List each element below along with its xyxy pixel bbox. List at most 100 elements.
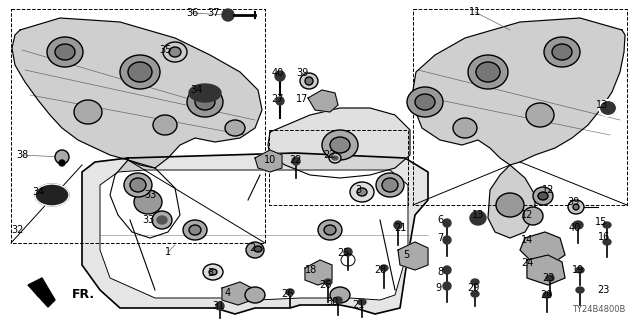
Polygon shape (520, 232, 565, 265)
Ellipse shape (538, 192, 548, 200)
Polygon shape (255, 150, 282, 172)
Ellipse shape (47, 37, 83, 67)
Ellipse shape (130, 178, 146, 192)
Ellipse shape (543, 292, 551, 298)
Ellipse shape (254, 246, 262, 252)
Text: 19: 19 (572, 265, 584, 275)
Text: 38: 38 (16, 150, 28, 160)
Polygon shape (110, 160, 180, 238)
Ellipse shape (471, 291, 479, 297)
Text: 37: 37 (207, 8, 219, 18)
Text: 8: 8 (437, 267, 443, 277)
Ellipse shape (276, 97, 284, 105)
Text: 10: 10 (264, 155, 276, 165)
Text: 12: 12 (521, 210, 533, 220)
Ellipse shape (573, 221, 583, 229)
Ellipse shape (358, 299, 366, 305)
Polygon shape (28, 278, 55, 307)
Text: 40: 40 (569, 223, 581, 233)
Text: 22: 22 (324, 150, 336, 160)
Ellipse shape (305, 77, 313, 85)
Ellipse shape (526, 103, 554, 127)
Ellipse shape (203, 264, 223, 280)
Text: 21: 21 (394, 223, 406, 233)
Ellipse shape (74, 100, 102, 124)
Polygon shape (398, 242, 428, 270)
Ellipse shape (350, 182, 374, 202)
Text: 33: 33 (142, 215, 154, 225)
Ellipse shape (334, 297, 342, 303)
Ellipse shape (576, 287, 584, 293)
Ellipse shape (407, 87, 443, 117)
Ellipse shape (357, 188, 367, 196)
Ellipse shape (344, 248, 352, 256)
Ellipse shape (376, 173, 404, 197)
Ellipse shape (603, 222, 611, 228)
Text: 15: 15 (595, 217, 607, 227)
Text: 34: 34 (32, 187, 44, 197)
Text: 9: 9 (435, 283, 441, 293)
Ellipse shape (318, 220, 342, 240)
Text: 5: 5 (403, 250, 409, 260)
Ellipse shape (443, 266, 451, 274)
Ellipse shape (152, 211, 172, 229)
Polygon shape (100, 170, 408, 300)
Ellipse shape (468, 55, 508, 89)
Polygon shape (308, 90, 338, 112)
Text: TY24B4800B: TY24B4800B (572, 305, 625, 314)
Ellipse shape (59, 160, 65, 166)
Ellipse shape (55, 150, 69, 164)
Text: 12: 12 (542, 185, 554, 195)
Ellipse shape (324, 225, 336, 235)
Polygon shape (488, 165, 535, 238)
Ellipse shape (523, 207, 543, 225)
Ellipse shape (292, 157, 300, 165)
Text: 40: 40 (272, 68, 284, 78)
Text: 36: 36 (186, 8, 198, 18)
Text: 32: 32 (12, 225, 24, 235)
Text: 22: 22 (289, 155, 301, 165)
Text: 25: 25 (337, 248, 349, 258)
Ellipse shape (187, 87, 223, 117)
Ellipse shape (286, 289, 294, 295)
Ellipse shape (330, 287, 350, 303)
Polygon shape (268, 108, 410, 178)
Text: 13: 13 (472, 210, 484, 220)
Text: 30: 30 (326, 297, 338, 307)
Ellipse shape (573, 204, 579, 210)
Text: FR.: FR. (72, 289, 95, 301)
Text: 26: 26 (281, 289, 293, 299)
Ellipse shape (189, 225, 201, 235)
Ellipse shape (380, 265, 388, 271)
Text: 39: 39 (296, 68, 308, 78)
Ellipse shape (453, 118, 477, 138)
Text: 39: 39 (567, 197, 579, 207)
Ellipse shape (576, 267, 584, 273)
Ellipse shape (275, 71, 285, 81)
Ellipse shape (330, 137, 350, 153)
Text: 31: 31 (212, 301, 224, 311)
Ellipse shape (382, 178, 398, 192)
Text: 34: 34 (190, 85, 202, 95)
Ellipse shape (394, 221, 402, 229)
Ellipse shape (55, 44, 75, 60)
Text: 24: 24 (521, 258, 533, 268)
Ellipse shape (603, 239, 611, 245)
Text: 14: 14 (521, 235, 533, 245)
Polygon shape (12, 18, 262, 168)
Text: 26: 26 (319, 280, 331, 290)
Text: 2: 2 (249, 243, 255, 253)
Ellipse shape (35, 184, 69, 206)
Ellipse shape (415, 94, 435, 110)
Text: 7: 7 (437, 233, 443, 243)
Ellipse shape (124, 173, 152, 197)
Text: 18: 18 (305, 265, 317, 275)
Text: 1: 1 (165, 247, 171, 257)
Ellipse shape (443, 236, 451, 244)
Ellipse shape (169, 47, 181, 57)
Ellipse shape (324, 279, 332, 285)
Ellipse shape (222, 9, 234, 21)
Ellipse shape (471, 279, 479, 285)
Text: 27: 27 (272, 94, 284, 104)
Text: 23: 23 (542, 273, 554, 283)
